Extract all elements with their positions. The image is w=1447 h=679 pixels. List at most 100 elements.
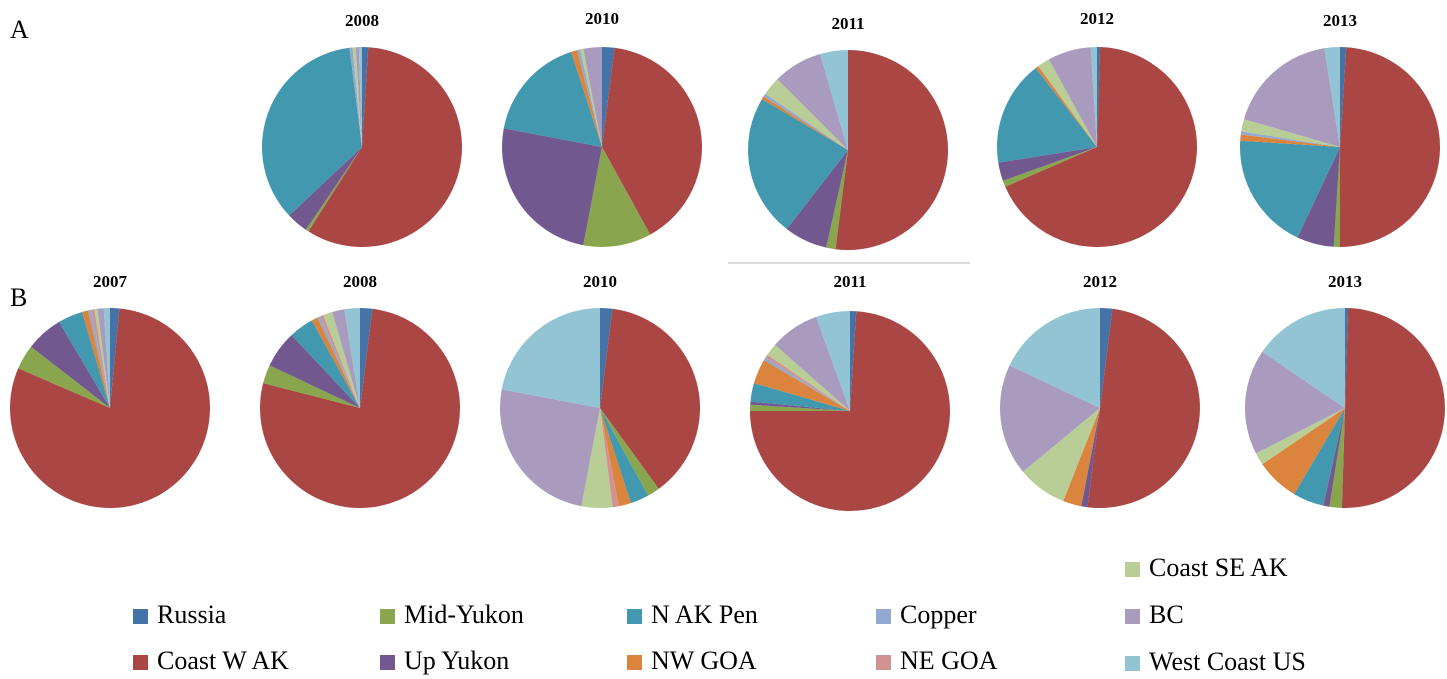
pie-slice bbox=[786, 150, 848, 248]
pie-slice bbox=[1063, 408, 1100, 507]
pie-slice bbox=[750, 401, 850, 411]
pie-slice bbox=[355, 47, 362, 147]
pie-slice bbox=[816, 311, 850, 411]
pie-slice bbox=[1081, 408, 1100, 508]
pie-slice bbox=[1100, 308, 1113, 408]
pie-slice bbox=[91, 309, 110, 408]
pie-slice bbox=[9, 308, 210, 508]
pie-slice bbox=[332, 309, 360, 408]
pie-slice bbox=[1297, 147, 1340, 247]
legend-label: NE GOA bbox=[900, 646, 998, 675]
pie-title: 2012 bbox=[1080, 9, 1114, 28]
pie-slice bbox=[311, 317, 360, 408]
legend-swatch bbox=[1125, 562, 1140, 577]
pie-slice bbox=[850, 311, 857, 411]
pie-slice bbox=[262, 47, 362, 216]
pie-slice bbox=[826, 150, 848, 250]
pie-slice bbox=[358, 47, 362, 147]
pie-slice bbox=[344, 308, 360, 408]
legend-label: West Coast US bbox=[1149, 647, 1306, 676]
pie-slice bbox=[1240, 134, 1340, 147]
pie-slice bbox=[1255, 408, 1345, 465]
pie-slice bbox=[835, 50, 949, 251]
pie-slice bbox=[1262, 308, 1345, 408]
pie-slice bbox=[767, 344, 850, 411]
pie-slice bbox=[1022, 408, 1100, 501]
legend-swatch bbox=[627, 655, 642, 670]
pie-slice bbox=[352, 47, 362, 147]
pie-slice bbox=[289, 147, 362, 230]
pie-slice bbox=[1097, 47, 1101, 147]
pie-slice bbox=[305, 147, 362, 232]
pie-slice bbox=[600, 408, 659, 496]
pie-slice bbox=[260, 308, 460, 508]
pie-slice bbox=[600, 408, 649, 504]
legend-swatch bbox=[627, 609, 642, 624]
pie-slice bbox=[765, 79, 848, 150]
legend-label: Coast SE AK bbox=[1149, 553, 1288, 582]
pie-slice bbox=[1241, 119, 1340, 147]
legend-swatch bbox=[380, 609, 395, 624]
pie-slice bbox=[1087, 308, 1200, 508]
pie-slice bbox=[583, 147, 651, 247]
pie-slice bbox=[747, 99, 848, 230]
panel-label: A bbox=[10, 15, 29, 44]
pie-slice bbox=[571, 50, 602, 147]
pie-slice bbox=[580, 48, 602, 148]
pie-title: 2010 bbox=[583, 272, 617, 291]
pie-slice bbox=[1038, 59, 1097, 147]
legend-label: Russia bbox=[157, 600, 227, 629]
pie-title: 2010 bbox=[585, 9, 619, 28]
pie-slice bbox=[583, 47, 602, 147]
pie-slice bbox=[1002, 147, 1097, 187]
legend-swatch bbox=[1125, 609, 1140, 624]
pie-slice bbox=[999, 365, 1100, 472]
pie-slice bbox=[1294, 408, 1345, 506]
pie-slice bbox=[753, 360, 850, 411]
pie-title: 2008 bbox=[343, 272, 377, 291]
panel-label: B bbox=[10, 283, 27, 312]
pie-slice bbox=[997, 67, 1097, 163]
legend-label: Mid-Yukon bbox=[404, 600, 524, 629]
pie-title: 2012 bbox=[1083, 272, 1117, 291]
pie-slice bbox=[750, 383, 850, 411]
legend-label: Coast W AK bbox=[157, 646, 289, 675]
pie-slice bbox=[600, 408, 631, 507]
pie-slice bbox=[777, 53, 848, 151]
pie-slice bbox=[1333, 147, 1340, 247]
pie-slice bbox=[1341, 308, 1445, 508]
pie-slice bbox=[1340, 47, 1440, 247]
pie-title: 2007 bbox=[93, 272, 128, 291]
pie-slice bbox=[18, 346, 111, 408]
pie-slice bbox=[94, 308, 110, 408]
pie-slice bbox=[360, 308, 373, 408]
pie-slice bbox=[263, 365, 360, 408]
pie-slice bbox=[503, 51, 602, 147]
legend-swatch bbox=[133, 609, 148, 624]
legend-swatch bbox=[1125, 656, 1140, 671]
pie-slice bbox=[1035, 66, 1097, 147]
pie-slice bbox=[602, 47, 702, 235]
legend-swatch bbox=[876, 609, 891, 624]
pie-slice bbox=[577, 49, 602, 147]
pie-slice bbox=[1345, 308, 1349, 408]
pie-slice bbox=[761, 96, 848, 150]
pie-slice bbox=[349, 47, 362, 147]
pie-slice bbox=[998, 147, 1097, 181]
pie-slice bbox=[820, 50, 848, 150]
pie-slice bbox=[308, 47, 463, 247]
pie-slice bbox=[323, 311, 360, 408]
pie-slice bbox=[750, 311, 950, 512]
pie-slice bbox=[763, 357, 850, 411]
pie-slice bbox=[82, 310, 110, 408]
pie-slice bbox=[581, 408, 613, 508]
pie-slice bbox=[774, 316, 850, 411]
pie-slice bbox=[110, 308, 120, 408]
pie-slice bbox=[1240, 131, 1340, 147]
pie-title: 2008 bbox=[345, 11, 379, 30]
pie-slice bbox=[1243, 48, 1340, 147]
pie-slice bbox=[317, 316, 360, 408]
legend-label: Up Yukon bbox=[404, 646, 509, 675]
pie-slice bbox=[1009, 308, 1100, 408]
pie-title: 2011 bbox=[833, 272, 866, 291]
